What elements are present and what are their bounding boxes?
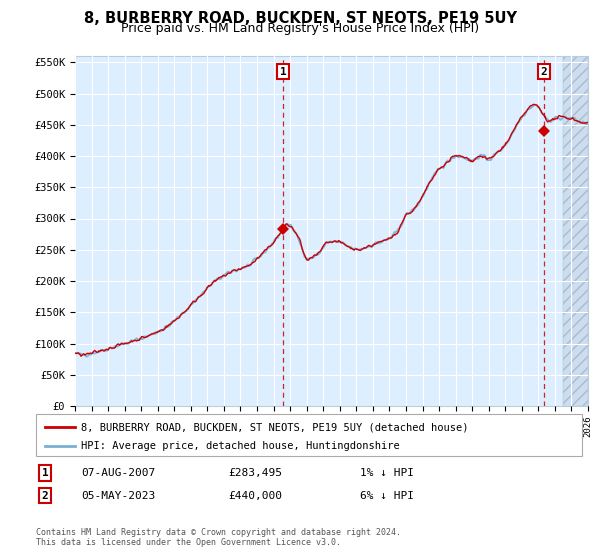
Text: 1: 1 [280, 67, 287, 77]
Bar [563, 56, 588, 406]
Text: £440,000: £440,000 [228, 491, 282, 501]
Text: 8, BURBERRY ROAD, BUCKDEN, ST NEOTS, PE19 5UY: 8, BURBERRY ROAD, BUCKDEN, ST NEOTS, PE1… [83, 11, 517, 26]
Text: 6% ↓ HPI: 6% ↓ HPI [360, 491, 414, 501]
Text: HPI: Average price, detached house, Huntingdonshire: HPI: Average price, detached house, Hunt… [81, 441, 400, 451]
Text: 2: 2 [541, 67, 547, 77]
Text: 1% ↓ HPI: 1% ↓ HPI [360, 468, 414, 478]
Text: 8, BURBERRY ROAD, BUCKDEN, ST NEOTS, PE19 5UY (detached house): 8, BURBERRY ROAD, BUCKDEN, ST NEOTS, PE1… [81, 422, 469, 432]
Text: 07-AUG-2007: 07-AUG-2007 [81, 468, 155, 478]
Text: 2: 2 [41, 491, 49, 501]
Text: 1: 1 [41, 468, 49, 478]
Text: Price paid vs. HM Land Registry's House Price Index (HPI): Price paid vs. HM Land Registry's House … [121, 22, 479, 35]
Text: 05-MAY-2023: 05-MAY-2023 [81, 491, 155, 501]
Text: Contains HM Land Registry data © Crown copyright and database right 2024.
This d: Contains HM Land Registry data © Crown c… [36, 528, 401, 547]
Text: £283,495: £283,495 [228, 468, 282, 478]
